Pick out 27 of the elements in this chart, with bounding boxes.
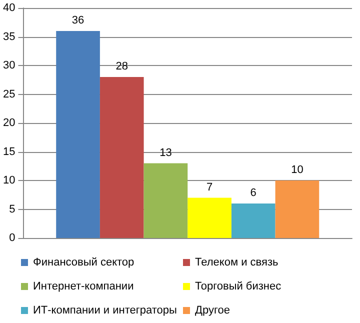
bar: [100, 77, 144, 238]
legend-label: Интернет-компании: [33, 280, 134, 292]
y-tick-label: 0: [9, 232, 16, 244]
legend-label: ИТ-компании и интеграторы: [33, 304, 178, 316]
bar: [188, 198, 232, 238]
data-label: 28: [116, 60, 128, 72]
bar: [144, 163, 188, 238]
legend-label: Финансовый сектор: [33, 256, 134, 268]
bar: [231, 204, 276, 238]
legend-label: Торговый бизнес: [195, 280, 282, 292]
data-label: 10: [291, 164, 304, 176]
y-tick-label: 30: [2, 60, 16, 72]
legend-label: Телеком и связь: [195, 256, 278, 268]
data-label: 7: [206, 181, 213, 194]
data-label: 13: [160, 146, 172, 159]
y-tick-label: 20: [2, 117, 16, 129]
data-label: 36: [72, 14, 84, 26]
y-tick-label: 35: [2, 30, 16, 43]
y-tick-label: 5: [9, 203, 16, 216]
y-tick-label: 40: [2, 2, 16, 14]
y-tick-label: 25: [2, 88, 16, 100]
y-tick-label: 10: [2, 174, 16, 186]
bar: [275, 180, 320, 238]
bar: [56, 31, 100, 238]
y-tick-label: 15: [2, 146, 16, 158]
data-label: 6: [250, 187, 256, 199]
legend-label: Другое: [195, 304, 230, 316]
